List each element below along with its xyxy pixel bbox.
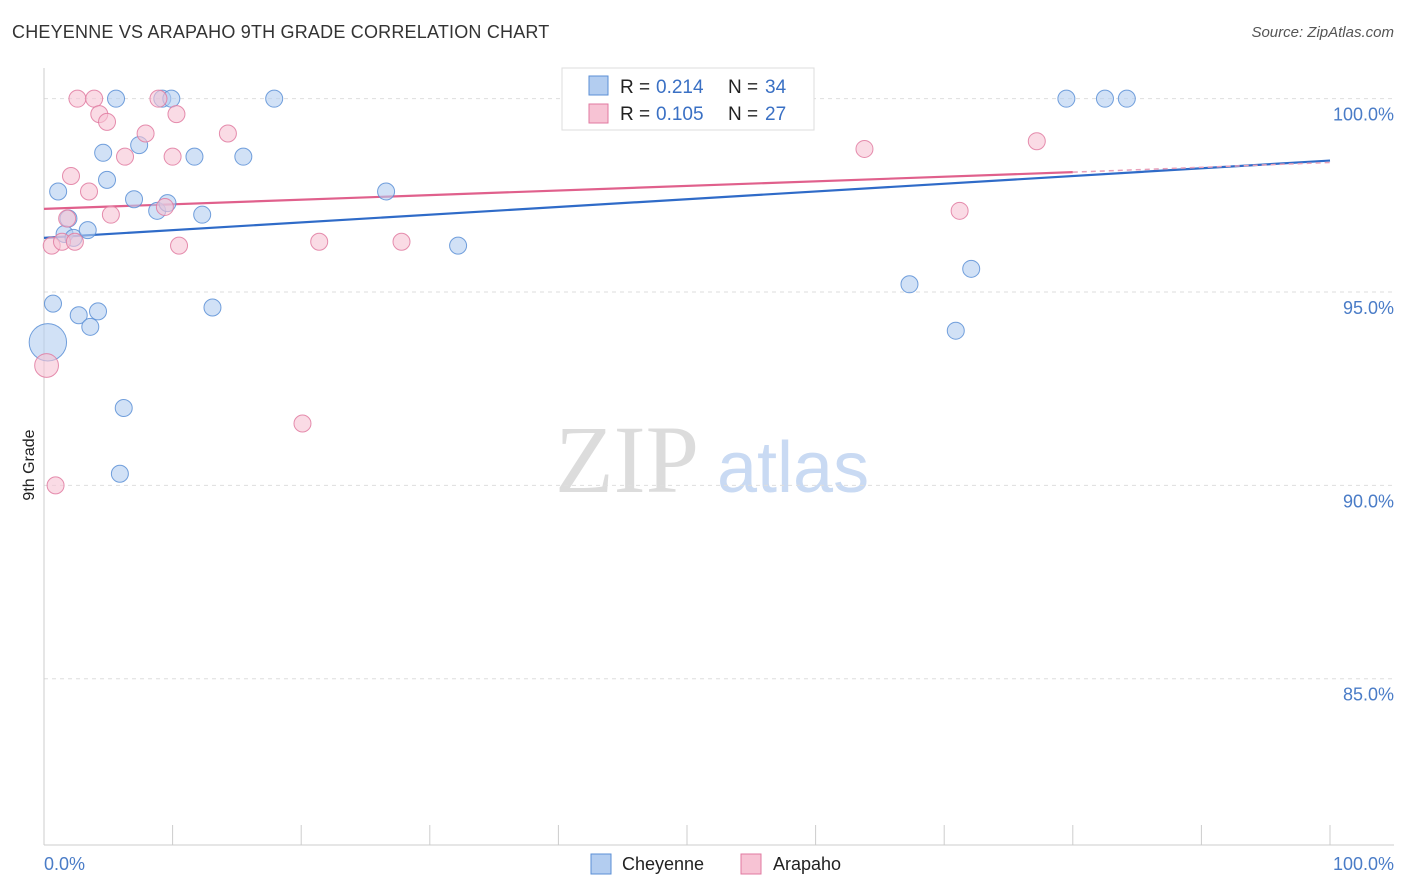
point-arapaho (167, 105, 186, 124)
trend-lines (43, 159, 1331, 239)
point-cheyenne (81, 317, 100, 336)
point-cheyenne (377, 182, 396, 201)
point-cheyenne (78, 221, 97, 240)
point-arapaho (950, 201, 969, 220)
trend-line-arapaho-ext (1072, 161, 1331, 173)
point-arapaho (98, 112, 117, 131)
y-tick-label: 95.0% (1343, 298, 1394, 318)
point-arapaho (1027, 132, 1046, 151)
legend-n-label-cheyenne: N = (728, 77, 758, 98)
legend-bottom: Cheyenne Arapaho (590, 853, 841, 875)
point-arapaho (155, 197, 174, 216)
point-arapaho (218, 124, 237, 143)
watermark-zip: ZIP (555, 406, 699, 513)
point-arapaho (68, 89, 87, 108)
point-cheyenne (69, 306, 88, 325)
point-arapaho (34, 353, 59, 378)
point-cheyenne (946, 321, 965, 340)
legend-n-label-arapaho: N = (728, 104, 758, 125)
trend-line-cheyenne (43, 159, 1331, 239)
point-arapaho (855, 139, 874, 158)
bottom-legend-cheyenne: Cheyenne (622, 854, 704, 874)
point-cheyenne (114, 399, 133, 418)
point-cheyenne (89, 302, 108, 321)
point-arapaho (101, 205, 120, 224)
x-tick-label-max: 100.0% (1333, 854, 1394, 874)
point-arapaho (62, 167, 81, 186)
legend-swatch-cheyenne (588, 75, 609, 96)
legend-swatch-arapaho (588, 103, 609, 124)
point-arapaho (170, 236, 189, 255)
point-cheyenne (234, 147, 253, 166)
point-cheyenne (900, 275, 919, 294)
source-label: Source: ZipAtlas.com (1251, 24, 1394, 41)
point-arapaho (85, 89, 104, 108)
legend-top: R = 0.214 N = 34 R = 0.105 N = 27 (561, 67, 815, 131)
point-cheyenne (44, 294, 63, 313)
bottom-legend-swatch-cheyenne (590, 853, 612, 875)
legend-r-label-arapaho: R = (620, 104, 650, 125)
point-cheyenne (962, 259, 981, 278)
x-tick-label-min: 0.0% (44, 854, 85, 874)
point-arapaho (293, 414, 312, 433)
point-cheyenne (49, 182, 68, 201)
trend-line-arapaho (43, 171, 1073, 210)
point-arapaho (163, 147, 182, 166)
point-arapaho (46, 476, 65, 495)
point-cheyenne (94, 143, 113, 162)
point-cheyenne (1095, 89, 1114, 108)
point-arapaho (80, 182, 99, 201)
y-tick-label: 100.0% (1333, 105, 1394, 125)
watermark-atlas: atlas (717, 428, 869, 508)
point-arapaho (136, 124, 155, 143)
point-arapaho (149, 89, 168, 108)
point-cheyenne (110, 464, 129, 483)
legend-r-arapaho: 0.105 (656, 104, 704, 125)
point-cheyenne (1057, 89, 1076, 108)
point-arapaho (65, 232, 84, 251)
point-cheyenne (203, 298, 222, 317)
legend-r-cheyenne: 0.214 (656, 77, 704, 98)
legend-r-label-cheyenne: R = (620, 77, 650, 98)
y-tick-label: 90.0% (1343, 491, 1394, 511)
y-axis-label: 9th Grade (21, 429, 38, 500)
point-cheyenne (107, 89, 126, 108)
point-cheyenne (265, 89, 284, 108)
chart-title: CHEYENNE VS ARAPAHO 9TH GRADE CORRELATIO… (12, 22, 550, 42)
point-arapaho (116, 147, 135, 166)
point-arapaho (58, 209, 77, 228)
point-cheyenne (125, 190, 144, 209)
y-tick-label: 85.0% (1343, 685, 1394, 705)
data-points (28, 89, 1136, 495)
bottom-legend-arapaho: Arapaho (773, 854, 841, 874)
point-cheyenne (98, 170, 117, 189)
point-cheyenne (185, 147, 204, 166)
point-cheyenne (193, 205, 212, 224)
legend-n-cheyenne: 34 (765, 77, 787, 98)
legend-n-arapaho: 27 (765, 104, 786, 125)
point-arapaho (310, 232, 329, 251)
axes: 85.0% 90.0% 95.0% 100.0% (43, 68, 1394, 846)
bottom-legend-swatch-arapaho (740, 853, 762, 875)
point-arapaho (392, 232, 411, 251)
point-cheyenne (449, 236, 468, 255)
point-cheyenne (1117, 89, 1136, 108)
